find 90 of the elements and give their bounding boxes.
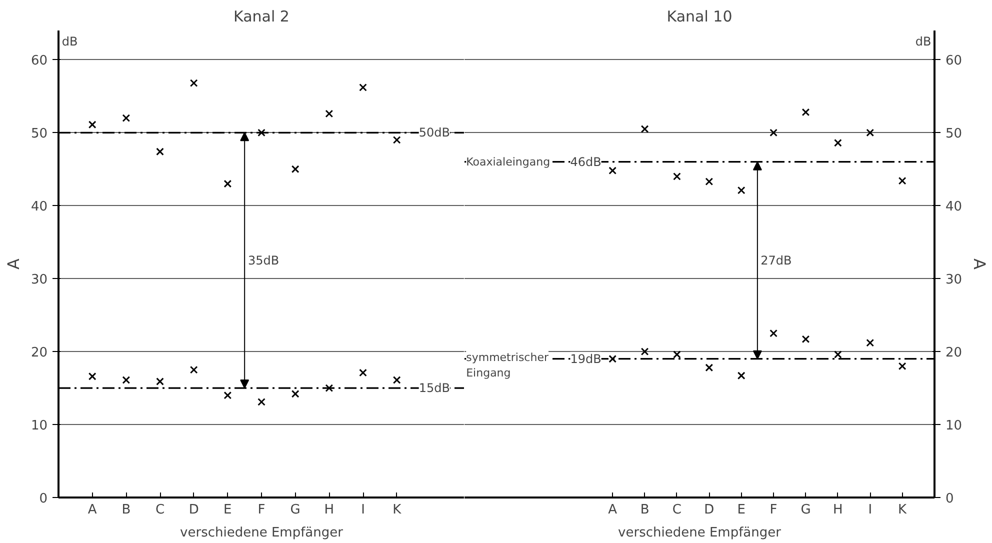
point	[392, 136, 401, 144]
x-tick-label: H	[324, 502, 334, 518]
y-tick-label: 50	[30, 126, 48, 142]
point	[258, 398, 266, 406]
x-tick-label: B	[640, 502, 650, 518]
x-tick-label: G	[800, 502, 811, 518]
x-tick-label: C	[672, 502, 682, 518]
point	[190, 79, 198, 87]
x-tick-label: F	[258, 502, 266, 518]
y2-tick-label: 30	[946, 272, 962, 288]
y2-tick-label: 40	[946, 200, 962, 215]
ref-line-label: 15dB	[418, 381, 450, 396]
point	[737, 372, 746, 380]
chart-title: Kanal 2	[234, 8, 290, 26]
ref-line-label: 19dB	[570, 352, 602, 366]
point	[802, 108, 810, 116]
y2-tick-label: 20	[946, 346, 962, 361]
point	[770, 128, 778, 137]
point	[325, 384, 334, 392]
point	[834, 138, 842, 147]
point	[224, 391, 232, 400]
point	[898, 176, 906, 185]
x-tick-label: D	[188, 502, 199, 518]
point	[359, 368, 367, 377]
annotation: dB	[915, 34, 932, 48]
point	[88, 372, 96, 380]
ref-line-label: 50dB	[418, 126, 450, 140]
x-tick-label: F	[770, 502, 778, 518]
point	[359, 83, 367, 92]
annotation: dB	[62, 34, 78, 48]
text: symmetrischer Eingang	[466, 350, 549, 380]
annotation: 27dB	[760, 253, 792, 268]
point	[156, 378, 164, 386]
y-tick-label: 30	[30, 272, 48, 288]
y2-tick-label: 0	[946, 492, 954, 506]
x-tick-label: K	[392, 502, 402, 518]
point	[737, 186, 746, 194]
point	[705, 364, 714, 372]
point	[608, 166, 617, 175]
chart-title: Kanal 10	[666, 8, 732, 26]
x-tick-label: H	[833, 502, 843, 518]
x-tick-label: I	[361, 502, 365, 518]
x-tick-label: A	[88, 502, 97, 518]
x-tick-label: E	[737, 502, 746, 518]
x-axis-title: verschiedene Empfänger	[180, 526, 344, 540]
text: Koaxialeingang	[466, 155, 550, 168]
point	[190, 366, 198, 374]
y2-tick-label: 10	[946, 418, 962, 434]
point	[258, 128, 266, 137]
y-tick-label: 20	[30, 346, 48, 361]
point	[392, 376, 401, 384]
point	[673, 350, 681, 358]
y2-axis-title: A	[970, 258, 990, 270]
point	[608, 354, 617, 363]
x-tick-label: K	[898, 502, 908, 518]
y-tick-label: 60	[30, 54, 48, 69]
point	[640, 125, 649, 133]
x-tick-label: C	[155, 502, 165, 518]
point	[122, 376, 130, 384]
y-tick-label: 40	[30, 200, 48, 215]
x-tick-label: E	[224, 502, 232, 518]
point	[802, 335, 810, 344]
point	[866, 338, 874, 347]
point	[640, 348, 649, 356]
x-tick-label: D	[704, 502, 714, 518]
x-tick-label: B	[122, 502, 131, 518]
y-tick-label: 10	[30, 418, 48, 434]
point	[291, 165, 300, 174]
point	[88, 120, 96, 129]
x-tick-label: A	[608, 502, 618, 518]
point	[122, 114, 130, 122]
x-tick-label: I	[868, 502, 872, 518]
y2-tick-label: 50	[946, 126, 962, 142]
point	[770, 329, 778, 338]
y-axis-title: A	[4, 258, 23, 270]
point	[156, 148, 164, 156]
point	[224, 180, 232, 188]
annotation: 35dB	[248, 253, 280, 268]
point	[866, 128, 874, 137]
point	[291, 390, 300, 398]
ref-line-label: 46dB	[570, 154, 602, 169]
point	[898, 362, 906, 370]
y-tick-label: 0	[39, 492, 48, 506]
point	[705, 178, 714, 186]
x-axis-title: verschiedene Empfänger	[618, 526, 782, 540]
point	[834, 350, 842, 358]
point	[673, 172, 681, 180]
y2-tick-label: 60	[946, 54, 962, 69]
x-tick-label: G	[290, 502, 300, 518]
point	[325, 110, 334, 118]
